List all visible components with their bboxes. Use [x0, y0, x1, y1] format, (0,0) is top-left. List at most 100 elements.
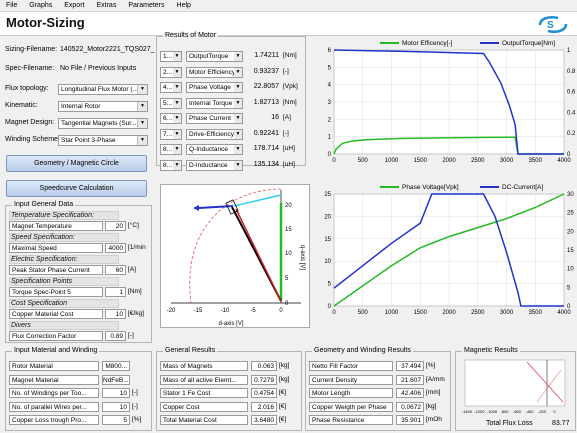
- chevron-down-icon: ▼: [173, 145, 181, 154]
- results-of-motor-group: Results of Motor 1... ▼ OutputTorque ▼ 1.742…: [156, 32, 306, 171]
- magnet-design-label: Magnet Design:: [5, 119, 55, 126]
- results-of-motor-title: Results of Motor: [163, 32, 218, 39]
- y2-tick-label: 30: [567, 192, 574, 198]
- row-number-select[interactable]: 6... ▼: [160, 113, 182, 124]
- field-input[interactable]: 20: [105, 221, 126, 231]
- chevron-down-icon: ▼: [137, 136, 147, 145]
- field-label: Peak Stator Phase Current: [9, 265, 103, 275]
- row-value[interactable]: M800...: [102, 361, 130, 371]
- result-value: 178.714: [253, 145, 279, 152]
- field-input[interactable]: 4000: [105, 243, 126, 253]
- row-number-select[interactable]: 1... ▼: [160, 51, 182, 62]
- field-input[interactable]: 0.89: [105, 331, 126, 341]
- chevron-down-icon: ▼: [234, 83, 242, 92]
- row-number-select[interactable]: 8... ▼: [160, 159, 182, 171]
- x-tick-label: 2500: [471, 158, 485, 164]
- general-results-group: General Results Mass of Magnets 0.063 [kg]…: [156, 347, 302, 431]
- y-tick-label: 20: [324, 214, 331, 220]
- quantity-select[interactable]: Internal Torque ▼: [186, 97, 243, 109]
- svg-text:S: S: [547, 20, 554, 31]
- magnet-design-select[interactable]: Tangential Magnets (Sur... ▼: [58, 118, 148, 129]
- menu-extras[interactable]: Extras: [96, 2, 117, 9]
- d-axis-tick: -10: [221, 308, 230, 314]
- section-header: Cost Specification: [9, 299, 119, 308]
- result-value: 135.134: [253, 160, 279, 168]
- result-unit: [A]: [283, 114, 291, 121]
- field-label: Maximal Speed: [9, 243, 103, 253]
- speedcurve-button[interactable]: Speedcurve Calculation: [6, 180, 147, 197]
- y2-tick-label: 0.2: [567, 131, 576, 137]
- menu-help[interactable]: Help: [176, 2, 191, 9]
- row-number-select[interactable]: 2... ▼: [160, 66, 182, 78]
- menu-file[interactable]: File: [6, 2, 18, 9]
- geometry-button[interactable]: Geometry / Magnetic Circle: [6, 155, 147, 172]
- menu-export[interactable]: Export: [64, 2, 85, 9]
- y-tick-label: 6: [328, 48, 332, 54]
- y2-tick-label: 0.6: [567, 90, 576, 96]
- magnetic-tick: 0: [553, 409, 556, 414]
- field-unit: [°C]: [128, 222, 139, 229]
- row-label: Current Density: [309, 374, 393, 385]
- quantity-select[interactable]: Motor Efficiency ▼: [186, 66, 243, 78]
- section-header: Electric Specification:: [9, 255, 119, 264]
- magnetic-tick: -1200: [474, 409, 485, 414]
- quantity-select[interactable]: OutputTorque ▼: [186, 51, 243, 62]
- chevron-down-icon: ▼: [234, 160, 242, 170]
- quantity-select[interactable]: D-Inductance ▼: [186, 159, 243, 171]
- field-unit: [€/kg]: [128, 310, 144, 317]
- magnetic-tick: -600: [513, 409, 522, 414]
- chevron-down-icon: ▼: [137, 85, 147, 94]
- row-value[interactable]: 10: [102, 388, 130, 398]
- row-number-select[interactable]: 5... ▼: [160, 97, 182, 109]
- menu-parameters[interactable]: Parameters: [128, 2, 165, 9]
- row-unit: [%]: [132, 416, 142, 423]
- flux-topology-select[interactable]: Longitudinal Flux Motor (... ▼: [58, 84, 148, 95]
- field-input[interactable]: 60: [105, 265, 126, 275]
- row-label: Mass of Magnets: [160, 361, 248, 371]
- row-label: Stator 1 Fe Cost: [160, 388, 248, 398]
- chevron-down-icon: ▼: [137, 119, 147, 128]
- field-input[interactable]: 10: [105, 309, 126, 319]
- quantity-select[interactable]: Drive-Efficiency ▼: [186, 128, 243, 140]
- d-axis-tick: -20: [167, 308, 176, 314]
- menu-graphs[interactable]: Graphs: [29, 2, 53, 9]
- quantity-select[interactable]: Phase Current ▼: [186, 113, 243, 124]
- row-number-select[interactable]: 7... ▼: [160, 128, 182, 140]
- field-label: Magnet Temperature: [9, 221, 103, 231]
- y2-tick-label: 25: [567, 211, 574, 217]
- q-axis-tick: 10: [285, 251, 292, 257]
- chevron-down-icon: ▼: [137, 102, 147, 111]
- row-number-select[interactable]: 8... ▼: [160, 144, 182, 155]
- section-header: Divers: [9, 321, 119, 330]
- row-number-select[interactable]: 4... ▼: [160, 82, 182, 93]
- row-value: 35.901: [396, 415, 424, 425]
- kinematic-select[interactable]: Internal Rotor ▼: [58, 101, 148, 112]
- series-line-1: [333, 49, 564, 155]
- y2-tick-label: 15: [567, 248, 574, 254]
- y-tick-label: 10: [324, 259, 331, 265]
- total-flux-label: Total Flux Loss: [486, 420, 533, 427]
- row-unit: [%]: [426, 362, 436, 369]
- row-label: Copper Weigth per Phase: [309, 401, 393, 412]
- sizing-filename-value: 140522_Motor2221_TQS027_: [60, 46, 155, 53]
- row-unit: [kg]: [279, 375, 290, 383]
- field-input[interactable]: 1: [105, 287, 126, 297]
- row-label: Mass of all active Elemt...: [160, 374, 248, 385]
- q-axis-tick: 0: [285, 301, 289, 307]
- row-label: No. of parallel Wires per...: [9, 401, 99, 412]
- x-tick-label: 3500: [529, 310, 543, 316]
- row-value: 21.607: [396, 374, 424, 385]
- legend-label: DC-Current[A]: [502, 184, 543, 191]
- blue-arrow-head: [193, 205, 199, 211]
- row-label: No. of Windings per Too...: [9, 388, 99, 398]
- row-value[interactable]: 5: [102, 415, 130, 425]
- winding-scheme-label: Winding Scheme:: [5, 136, 60, 143]
- row-value[interactable]: NdFeB...: [102, 374, 130, 385]
- series-line-1: [333, 193, 564, 307]
- row-value[interactable]: 10: [102, 401, 130, 412]
- winding-scheme-select[interactable]: Star Point 3-Phase ▼: [58, 135, 148, 146]
- quantity-select[interactable]: Q-Inductance ▼: [186, 144, 243, 155]
- chevron-down-icon: ▼: [234, 114, 242, 123]
- y-tick-label: 0: [328, 152, 332, 158]
- quantity-select[interactable]: Phase Voltage ▼: [186, 82, 243, 93]
